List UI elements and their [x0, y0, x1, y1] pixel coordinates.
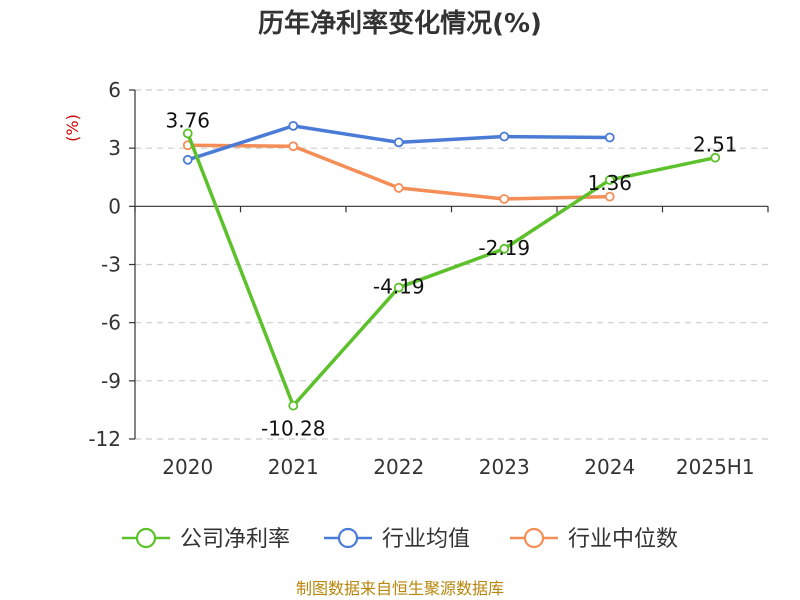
chart-title: 历年净利率变化情况(%) [258, 8, 542, 39]
legend: 公司净利率 行业均值 行业中位数 [122, 527, 678, 552]
data-labels: 3.76 -10.28 -4.19 -2.19 1.36 2.51 [165, 108, 737, 440]
legend-swatch-marker [135, 527, 157, 549]
grid-lines [135, 89, 768, 440]
data-label: 3.76 [165, 108, 210, 132]
source-note: 制图数据来自恒生聚源数据库 [296, 579, 504, 598]
y-tick-label: -3 [101, 253, 121, 277]
data-point [393, 282, 404, 293]
legend-label: 行业均值 [382, 527, 470, 552]
legend-swatch-marker [337, 527, 359, 549]
data-point [288, 120, 299, 131]
data-point [393, 183, 404, 193]
data-point [288, 400, 299, 411]
x-tick-label: 2021 [268, 455, 319, 479]
data-label: 2.51 [693, 133, 738, 157]
data-point [710, 152, 721, 163]
data-point [604, 132, 615, 143]
y-tick-label: 0 [108, 194, 121, 218]
data-point [182, 154, 193, 165]
data-point [182, 128, 193, 139]
data-point [393, 137, 404, 148]
legend-label: 行业中位数 [568, 527, 678, 552]
data-point [499, 243, 510, 254]
x-tick-label: 2024 [584, 455, 635, 479]
data-point [499, 131, 510, 142]
legend-swatch-marker [523, 527, 545, 549]
data-point [604, 175, 615, 185]
axes [134, 90, 769, 439]
data-label: 1.36 [587, 171, 632, 195]
y-tick-label: 6 [108, 78, 121, 102]
x-tick-label: 2025H1 [676, 455, 755, 479]
x-tick-label: 2022 [373, 455, 424, 479]
legend-label: 公司净利率 [180, 527, 290, 552]
series-group [182, 120, 721, 411]
x-ticks: 2020 2021 2022 2023 2024 2025H1 [162, 455, 754, 479]
data-point [288, 141, 299, 152]
data-label: -10.28 [261, 417, 325, 441]
y-tick-label: 3 [108, 136, 121, 160]
y-tick-label: -12 [88, 427, 121, 451]
data-point [499, 194, 510, 204]
x-tick-label: 2020 [162, 455, 213, 479]
data-label: -2.19 [478, 236, 530, 260]
y-axis-label: (%) [63, 114, 82, 142]
series-line [186, 132, 716, 408]
y-tick-label: -6 [101, 311, 121, 335]
y-tick-label: -9 [101, 369, 121, 393]
y-ticks: 6 3 0 -3 -6 -9 -12 [88, 78, 135, 451]
data-label: -4.19 [373, 275, 425, 299]
data-point [604, 191, 615, 202]
x-tick-label: 2023 [479, 455, 530, 479]
